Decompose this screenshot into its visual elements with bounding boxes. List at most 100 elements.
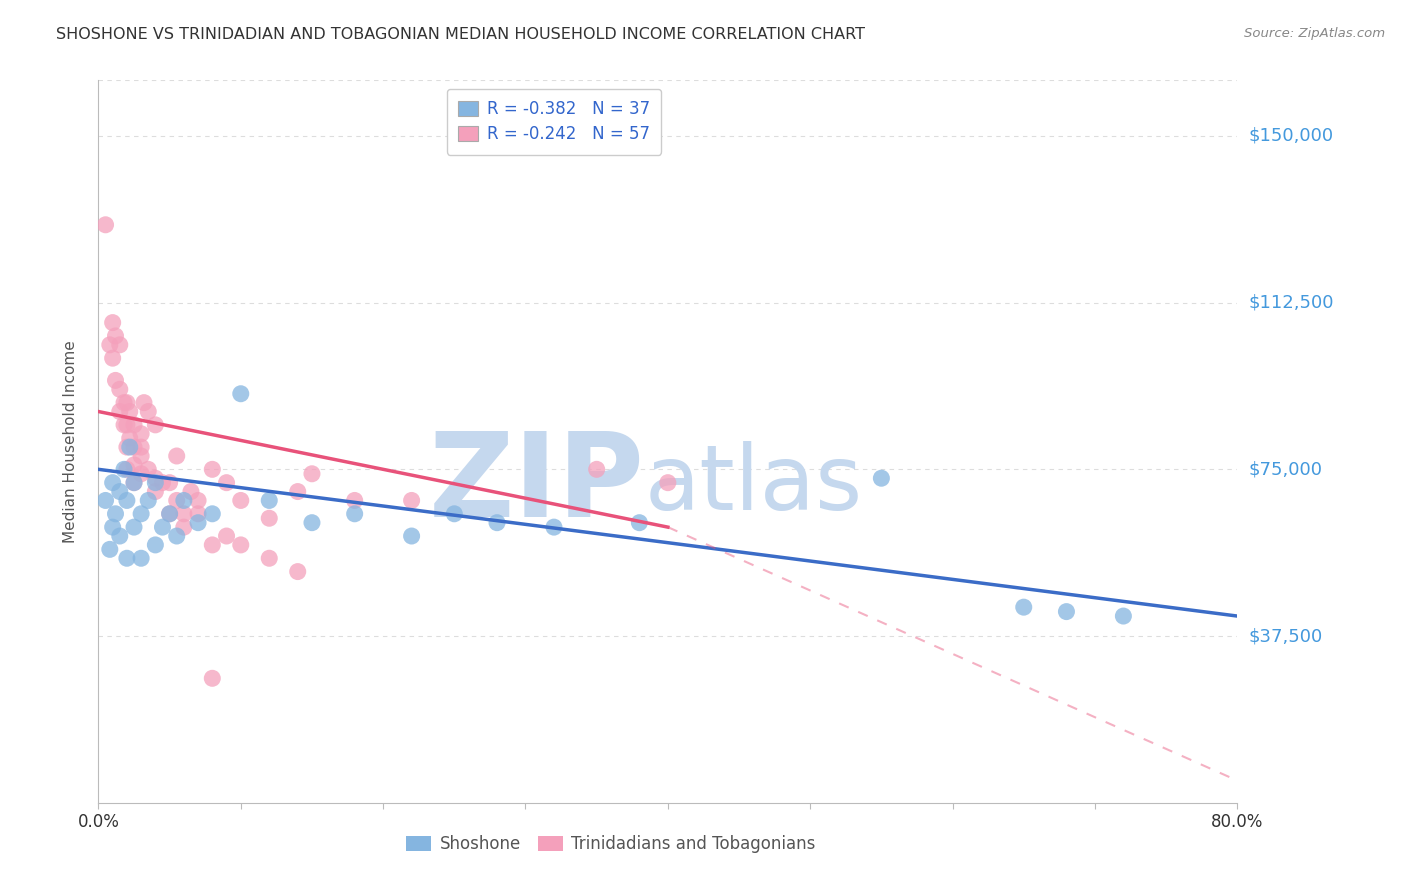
Point (122, 458, 145, 472)
Point (401, 493, 423, 508)
Point (104, 373, 127, 387)
Point (187, 493, 209, 508)
Text: Source: ZipAtlas.com: Source: ZipAtlas.com (1244, 27, 1385, 40)
Point (173, 493, 195, 508)
Text: $37,500: $37,500 (1249, 627, 1323, 645)
Point (187, 507, 209, 521)
Point (173, 507, 195, 521)
Point (101, 316, 124, 330)
Point (115, 440, 138, 454)
Point (104, 329, 127, 343)
Point (145, 484, 167, 499)
Point (657, 475, 679, 490)
Point (122, 440, 145, 454)
Text: SHOSHONE VS TRINIDADIAN AND TOBAGONIAN MEDIAN HOUSEHOLD INCOME CORRELATION CHART: SHOSHONE VS TRINIDADIAN AND TOBAGONIAN M… (56, 27, 865, 42)
Point (145, 471, 167, 485)
Point (628, 516, 651, 530)
Point (486, 516, 509, 530)
Point (108, 404, 131, 418)
Point (1112, 609, 1135, 624)
Point (145, 538, 167, 552)
Point (259, 511, 281, 525)
Point (159, 507, 181, 521)
Point (98, 542, 121, 557)
Point (201, 538, 224, 552)
Text: $112,500: $112,500 (1249, 293, 1334, 311)
Point (122, 475, 145, 490)
Point (129, 426, 152, 441)
Point (870, 471, 893, 485)
Point (108, 529, 131, 543)
Point (94, 218, 117, 232)
Point (101, 520, 124, 534)
Text: atlas: atlas (645, 441, 863, 529)
Point (112, 395, 135, 409)
Point (585, 462, 607, 476)
Point (159, 475, 181, 490)
Point (173, 520, 195, 534)
Point (112, 417, 135, 432)
Point (152, 475, 174, 490)
Point (132, 395, 155, 409)
Point (136, 404, 159, 418)
Point (122, 520, 145, 534)
Legend: Shoshone, Trinidadians and Tobagonians: Shoshone, Trinidadians and Tobagonians (399, 828, 823, 860)
Point (229, 493, 252, 508)
Point (115, 462, 138, 476)
Point (118, 431, 141, 445)
Point (180, 484, 202, 499)
Point (1012, 600, 1035, 615)
Point (115, 395, 138, 409)
Point (136, 493, 159, 508)
Point (301, 516, 323, 530)
Text: ZIP: ZIP (429, 427, 645, 542)
Point (229, 538, 252, 552)
Point (343, 493, 366, 508)
Point (187, 516, 209, 530)
Point (115, 493, 138, 508)
Y-axis label: Median Household Income: Median Household Income (63, 340, 77, 543)
Point (104, 507, 127, 521)
Point (215, 529, 238, 543)
Point (259, 551, 281, 566)
Point (122, 475, 145, 490)
Point (166, 449, 188, 463)
Point (136, 462, 159, 476)
Point (543, 520, 565, 534)
Point (129, 507, 152, 521)
Point (129, 551, 152, 566)
Point (115, 417, 138, 432)
Point (229, 386, 252, 401)
Point (166, 529, 188, 543)
Point (112, 462, 135, 476)
Point (108, 382, 131, 396)
Point (152, 520, 174, 534)
Point (145, 475, 167, 490)
Point (443, 507, 465, 521)
Point (401, 529, 423, 543)
Point (201, 462, 224, 476)
Point (1056, 605, 1078, 619)
Point (201, 507, 224, 521)
Point (108, 484, 131, 499)
Text: $150,000: $150,000 (1249, 127, 1333, 145)
Point (118, 404, 141, 418)
Point (129, 440, 152, 454)
Point (343, 507, 366, 521)
Point (98, 338, 121, 352)
Point (215, 475, 238, 490)
Point (101, 475, 124, 490)
Point (159, 507, 181, 521)
Point (108, 338, 131, 352)
Point (129, 449, 152, 463)
Point (287, 565, 309, 579)
Point (122, 417, 145, 432)
Point (118, 440, 141, 454)
Point (287, 484, 309, 499)
Point (129, 467, 152, 481)
Point (201, 671, 224, 685)
Text: $75,000: $75,000 (1249, 460, 1323, 478)
Point (115, 551, 138, 566)
Point (301, 467, 323, 481)
Point (94, 493, 117, 508)
